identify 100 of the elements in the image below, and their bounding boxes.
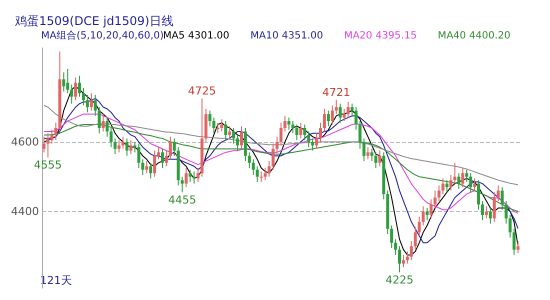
candlestick <box>307 130 310 148</box>
candlestick <box>480 200 484 221</box>
annotation: 121天 <box>40 274 72 287</box>
candlestick <box>74 77 78 101</box>
candlestick <box>252 158 255 176</box>
candlestick <box>315 132 318 150</box>
candlestick <box>366 146 370 160</box>
candlestick <box>346 101 350 118</box>
annotation: 4725 <box>188 84 216 98</box>
candlestick <box>326 110 330 127</box>
candlestick <box>461 168 464 188</box>
candlestick <box>374 152 378 168</box>
candlestick <box>449 174 452 192</box>
candlestick <box>168 136 172 160</box>
candlestick <box>362 138 366 162</box>
candlestick <box>236 134 240 152</box>
text: MA10 4351.00 <box>250 30 324 42</box>
candlestick <box>441 178 444 195</box>
candlestick <box>477 180 480 210</box>
candlestick <box>287 117 290 130</box>
candlestick <box>114 138 117 155</box>
candlestick <box>488 208 492 224</box>
annotation: 4225 <box>386 273 414 286</box>
candlestick <box>106 117 109 138</box>
candlestick <box>283 115 286 132</box>
candlestick <box>208 110 212 127</box>
annotation: 4455 <box>168 193 196 206</box>
candlestick <box>457 172 460 190</box>
candlestick <box>220 118 224 132</box>
candlestick <box>62 72 66 92</box>
candlestick <box>184 168 188 188</box>
candlestick <box>121 136 124 150</box>
y-tick-label: 4400 <box>10 204 39 218</box>
candlestick <box>248 152 251 168</box>
candlestick <box>260 170 263 182</box>
candlestick <box>311 138 314 152</box>
text: MA40 4400.20 <box>438 30 511 42</box>
candlestick <box>86 94 89 113</box>
candlestick <box>402 254 405 268</box>
candlestick <box>228 126 232 139</box>
candlestick <box>102 114 105 132</box>
candlestick <box>414 226 417 250</box>
candlestick <box>78 75 82 98</box>
text: MA组合(5,10,20,40,60,0) <box>41 30 164 42</box>
candlestick <box>398 246 402 273</box>
candlestick <box>406 250 409 264</box>
candlestick <box>125 138 128 156</box>
candlestick <box>149 162 152 179</box>
candlestick <box>378 150 382 167</box>
candlestick <box>212 117 216 134</box>
candlestick <box>512 228 516 256</box>
candlestick <box>276 136 279 153</box>
candlestick <box>157 146 160 160</box>
candlestick <box>232 128 236 144</box>
candlestick <box>330 104 334 126</box>
candlestick <box>98 106 101 134</box>
candlestick <box>350 103 354 116</box>
candlestick <box>434 190 437 208</box>
candlestick <box>118 140 121 153</box>
candlestick <box>508 214 512 238</box>
candlestick <box>453 162 456 184</box>
candlestick <box>216 122 220 134</box>
candlestick <box>295 124 298 141</box>
candlestick <box>110 128 113 148</box>
candlestick <box>354 106 358 130</box>
candlestick <box>492 192 496 222</box>
candlestick <box>46 132 50 158</box>
candlestick <box>342 108 346 122</box>
candlestick <box>188 169 192 182</box>
candlestick <box>473 178 476 192</box>
candlestick <box>426 208 429 221</box>
text: MA20 4395.15 <box>344 30 417 42</box>
candlestick <box>90 92 93 112</box>
candlestick <box>319 122 322 142</box>
candlestick <box>358 120 362 150</box>
candlestick <box>172 138 176 156</box>
candlestick <box>430 198 433 219</box>
candlestick <box>496 184 500 202</box>
candlestick <box>196 168 200 182</box>
candlestick <box>164 150 168 167</box>
candlestick <box>469 172 472 193</box>
candlestick <box>224 120 228 141</box>
candlestick <box>394 238 398 256</box>
candlestick <box>500 186 504 210</box>
candlestick <box>50 129 54 144</box>
candlestick <box>129 140 132 155</box>
candlestick <box>299 122 302 139</box>
annotation: 4721 <box>322 86 350 99</box>
annotation: 4555 <box>34 158 62 172</box>
candlestick <box>153 150 156 178</box>
candlestick <box>54 122 58 141</box>
candlestick <box>303 124 306 141</box>
candlestick <box>291 120 294 134</box>
candlestick <box>334 99 338 115</box>
candlestick <box>279 122 282 146</box>
candlestick <box>465 169 468 182</box>
candlestick <box>338 103 342 124</box>
chart-title: 鸡蛋1509(DCE jd1509)日线 <box>14 14 174 28</box>
candlestick <box>410 240 413 261</box>
y-tick-label: 4600 <box>10 135 39 148</box>
